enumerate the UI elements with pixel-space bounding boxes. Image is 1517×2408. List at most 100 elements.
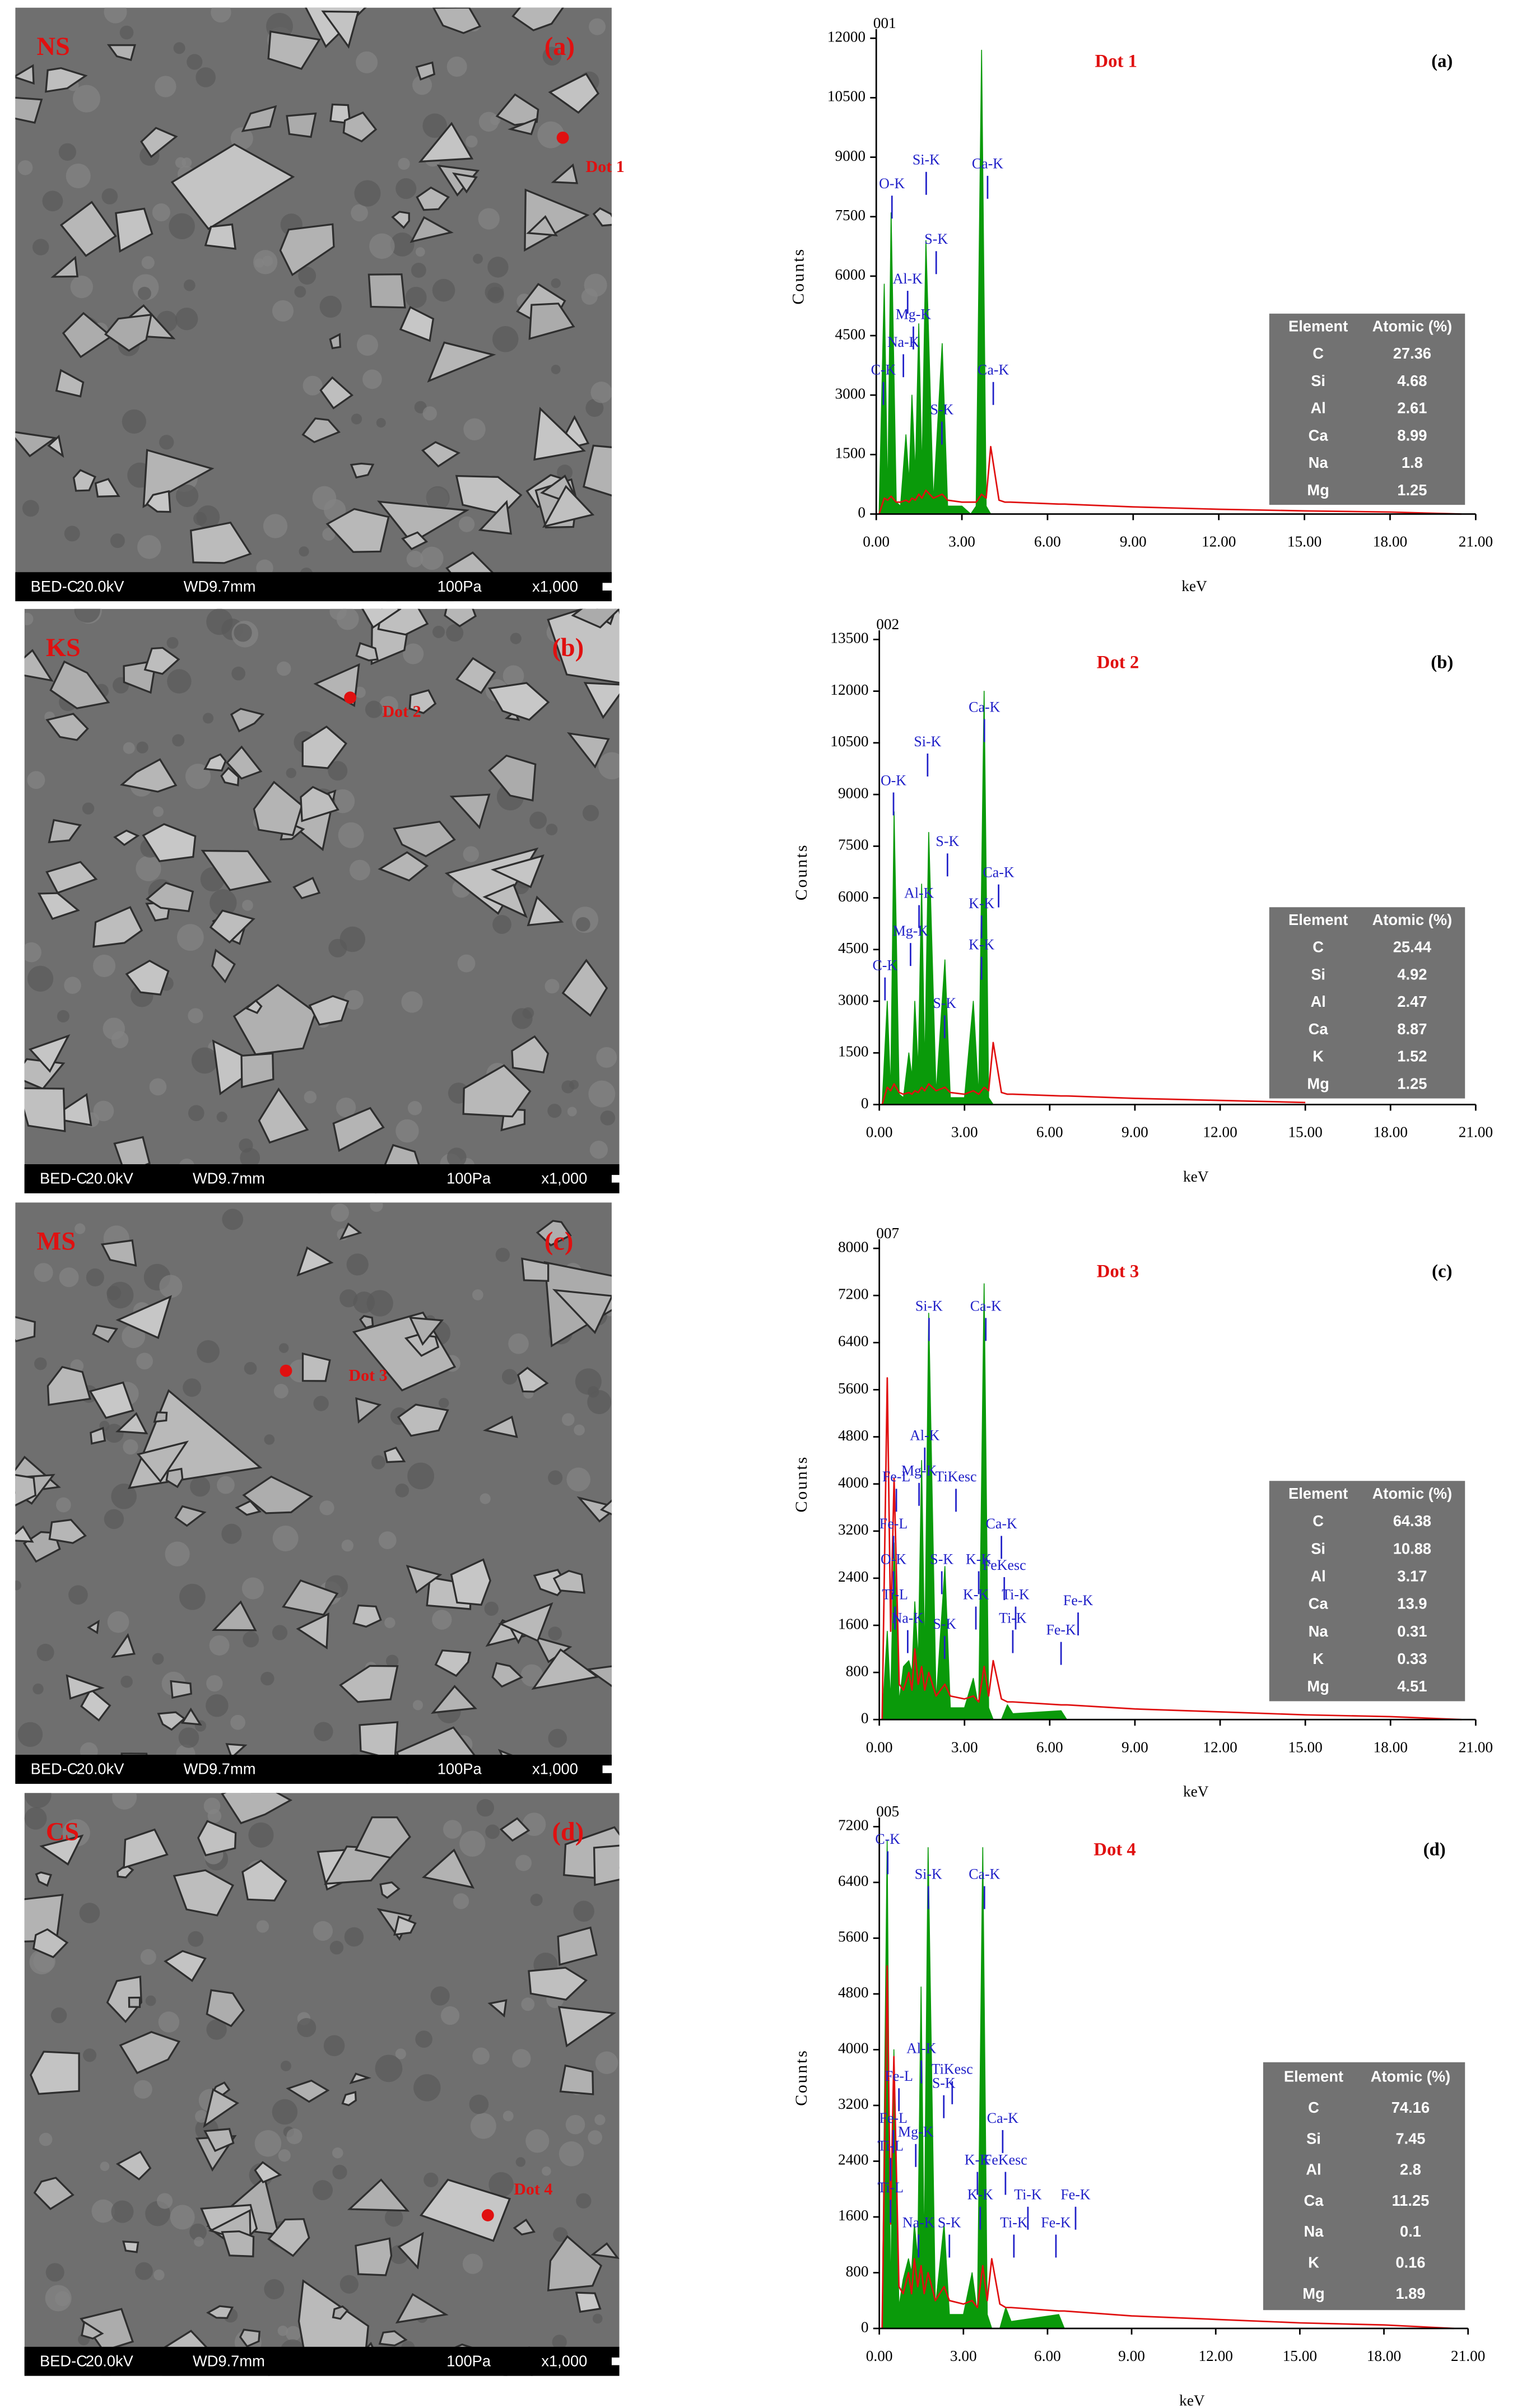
texture — [248, 1822, 274, 1848]
texture — [123, 1439, 138, 1455]
texture — [548, 1470, 563, 1485]
texture — [565, 2114, 585, 2135]
particle — [559, 2064, 594, 2095]
texture — [515, 2157, 526, 2167]
particle — [406, 1564, 443, 1594]
peak-label: Mg-K — [896, 306, 932, 323]
texture — [589, 1140, 608, 1159]
texture — [17, 1722, 43, 1747]
particle — [72, 469, 96, 492]
table-header: Atomic (%) — [1371, 2068, 1451, 2085]
texture — [133, 2080, 152, 2099]
texture — [122, 409, 146, 434]
texture — [406, 550, 424, 568]
y-tick-label: 800 — [846, 1662, 869, 1679]
particle — [62, 312, 113, 359]
footer-text: 100Pa — [438, 1760, 482, 1778]
y-tick-label: 0 — [861, 1095, 869, 1112]
footer-text: x1,000 — [532, 578, 578, 595]
table-cell: 3.17 — [1397, 1567, 1427, 1584]
particle — [452, 172, 478, 194]
peak-label: S-K — [936, 833, 959, 849]
particle — [531, 1648, 600, 1690]
texture — [470, 2113, 496, 2139]
particle — [552, 1570, 585, 1594]
particle — [408, 1317, 444, 1346]
texture — [575, 917, 590, 932]
x-tick-label: 6.00 — [1036, 1738, 1063, 1755]
x-tick-label: 6.00 — [1036, 1124, 1063, 1141]
texture — [159, 435, 174, 450]
particle — [174, 1505, 207, 1527]
footer-text: x1,000 — [532, 1760, 578, 1778]
peak-label: Fe-K — [1063, 1592, 1093, 1609]
particle — [173, 1869, 234, 1917]
texture — [278, 1343, 289, 1353]
particle — [87, 1620, 100, 1634]
texture — [331, 1203, 349, 1222]
peak-label: C-K — [875, 1831, 900, 1847]
x-axis-label: keV — [1181, 578, 1207, 594]
footer-text: WD9.7mm — [184, 578, 256, 595]
footer-text: 10um — [702, 1170, 740, 1187]
table-cell: Ca — [1309, 1595, 1329, 1612]
table-cell: 74.16 — [1392, 2099, 1430, 2116]
chart-title: Dot 4 — [1093, 1840, 1136, 1860]
table-header: Element — [1288, 1485, 1348, 1502]
texture — [395, 1119, 419, 1143]
texture — [145, 1995, 156, 2006]
particle — [533, 407, 586, 461]
particle — [561, 959, 608, 1017]
y-tick-label: 7500 — [835, 207, 866, 224]
particle — [498, 1602, 553, 1642]
table-cell: 25.44 — [1393, 938, 1432, 956]
y-tick-label: 12000 — [830, 681, 868, 698]
texture — [196, 67, 216, 87]
x-tick-label: 0.00 — [866, 1738, 893, 1755]
texture — [420, 546, 444, 570]
particle — [81, 2320, 104, 2340]
texture — [415, 2030, 432, 2048]
particle — [408, 689, 437, 714]
particle — [48, 1518, 87, 1544]
particle — [24, 1087, 66, 1132]
texture — [508, 1333, 529, 1354]
peak-label: Al-K — [906, 2040, 937, 2056]
texture — [557, 464, 573, 481]
spectrum-line — [881, 1377, 1462, 1721]
texture — [191, 1047, 218, 1074]
texture — [336, 608, 359, 630]
peak-label: TiKesc — [932, 2061, 973, 2077]
texture — [463, 418, 486, 441]
texture — [426, 486, 450, 510]
texture — [515, 1854, 532, 1871]
footer-text: WD9.7mm — [184, 1760, 256, 1778]
scale-bar — [602, 583, 682, 591]
texture — [369, 233, 395, 259]
footer-text: 10um — [693, 578, 731, 595]
table-cell: Ca — [1309, 1020, 1329, 1038]
particle — [212, 1039, 263, 1096]
x-tick-label: 3.00 — [951, 1738, 978, 1755]
texture — [525, 2129, 550, 2153]
texture — [169, 213, 195, 240]
texture — [569, 1080, 579, 1090]
y-tick-label: 4800 — [838, 1984, 869, 2001]
table-cell: Al — [1310, 399, 1325, 417]
particle — [482, 884, 528, 918]
y-tick-label: 3200 — [838, 2095, 869, 2112]
texture — [75, 1223, 86, 1234]
texture — [25, 1793, 52, 1809]
particle — [110, 1633, 136, 1658]
texture — [173, 42, 185, 54]
particle — [242, 1475, 314, 1514]
texture — [446, 56, 467, 77]
peak-label: Si-K — [915, 1298, 943, 1314]
peak-label: K-K — [969, 937, 994, 953]
texture — [432, 278, 455, 302]
scale-bar — [602, 1765, 682, 1773]
particle — [128, 1996, 141, 2008]
particle — [115, 1412, 148, 1435]
peak-label: Si-K — [915, 1866, 942, 1882]
texture — [478, 208, 500, 230]
